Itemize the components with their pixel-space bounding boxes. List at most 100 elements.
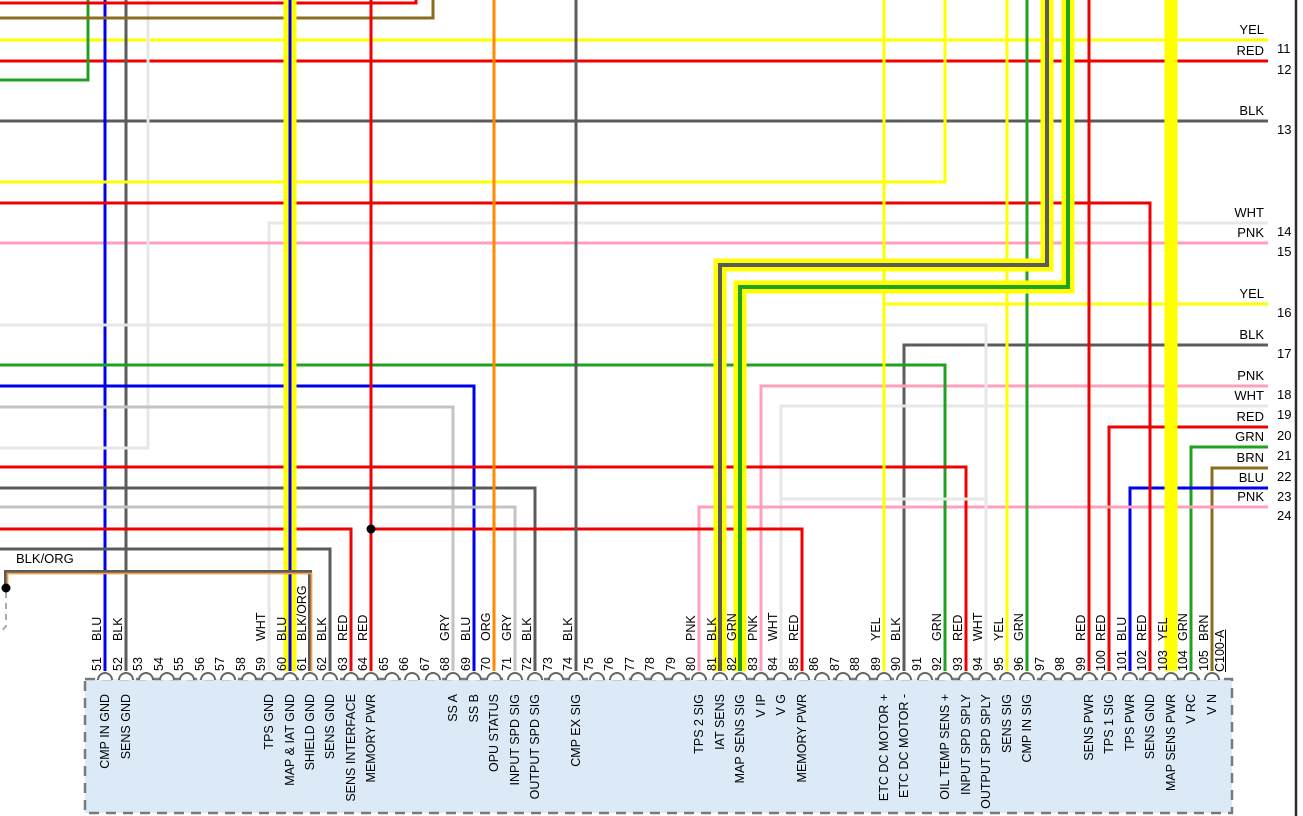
pin-number-89: 89 bbox=[869, 657, 883, 671]
wire-grn-21[interactable] bbox=[1189, 445, 1268, 671]
pin-terminal-87 bbox=[835, 672, 851, 681]
pin-wire-color-104: GRN bbox=[1176, 613, 1190, 641]
wire-gry-pin68[interactable] bbox=[0, 405, 455, 671]
pin-function-label-95: SENS SIG bbox=[1000, 694, 1014, 753]
wire-blk-pin72[interactable] bbox=[0, 486, 537, 671]
pin-terminal-53 bbox=[138, 672, 154, 681]
wire-gry-pin71[interactable] bbox=[0, 505, 517, 671]
pin-terminal-101 bbox=[1122, 672, 1138, 681]
wire-wht-pin94[interactable] bbox=[0, 323, 988, 671]
pin-number-104: 104 bbox=[1176, 650, 1190, 671]
wire-pnk-24[interactable] bbox=[697, 505, 1268, 671]
pin-function-label-93: INPUT SPD SPLY bbox=[959, 693, 973, 795]
pin-terminal-56 bbox=[200, 672, 216, 681]
pin-number-90: 90 bbox=[889, 657, 903, 671]
pin-terminal-88 bbox=[855, 672, 871, 681]
right-wire-number-16: 16 bbox=[1277, 305, 1291, 320]
pin-terminal-76 bbox=[609, 672, 625, 681]
pin-function-label-68: SS A bbox=[446, 693, 460, 721]
pin-function-label-64: MEMORY PWR bbox=[364, 694, 378, 782]
wire-red-pin102[interactable] bbox=[0, 201, 1152, 671]
pin-terminal-72 bbox=[527, 672, 543, 681]
pin-function-label-92: OIL TEMP SENS + bbox=[938, 694, 952, 800]
right-wire-color-24: PNK bbox=[1237, 489, 1264, 504]
wire-wht-14[interactable] bbox=[267, 221, 1268, 671]
pin-terminal-74 bbox=[568, 672, 584, 681]
wire-brn-22[interactable] bbox=[1210, 466, 1268, 671]
pin-terminal-52 bbox=[118, 672, 134, 681]
wire-blkorg-offpage-tail bbox=[0, 592, 7, 633]
wire-blkorg-pin61[interactable] bbox=[4, 570, 312, 671]
pin-wire-color-61: BLK/ORG bbox=[295, 585, 309, 641]
shield-wire-color-label: BLK/ORG bbox=[16, 551, 74, 566]
pin-terminal-69 bbox=[466, 672, 482, 681]
wire-red-pin63[interactable] bbox=[0, 527, 353, 671]
pin-wire-color-105: BRN bbox=[1197, 615, 1211, 641]
pin-function-label-81: IAT SENS bbox=[713, 694, 727, 750]
wire-red-branch-pin85[interactable] bbox=[371, 527, 804, 671]
wire-hl-grn-pin82[interactable] bbox=[738, 0, 1070, 671]
pin-terminal-100 bbox=[1101, 672, 1117, 681]
pin-terminal-58 bbox=[241, 672, 257, 681]
pin-terminal-89 bbox=[876, 672, 892, 681]
pin-terminal-94 bbox=[978, 672, 994, 681]
pin-terminal-78 bbox=[650, 672, 666, 681]
wire-wht-left-exit[interactable] bbox=[0, 0, 150, 450]
pin-wire-color-85: RED bbox=[787, 615, 801, 641]
pin-wire-color-99: RED bbox=[1074, 615, 1088, 641]
pin-number-78: 78 bbox=[643, 657, 657, 671]
pin-number-87: 87 bbox=[828, 657, 842, 671]
pin-wire-color-102: RED bbox=[1135, 615, 1149, 641]
right-wire-number-20: 20 bbox=[1277, 428, 1291, 443]
pin-terminal-54 bbox=[159, 672, 175, 681]
pin-function-label-72: OUTPUT SPD SIG bbox=[528, 694, 542, 799]
connector-box bbox=[83, 677, 1234, 815]
wire-grn-left-exit[interactable] bbox=[0, 0, 90, 82]
right-wire-color-17: BLK bbox=[1239, 327, 1264, 342]
wire-blu-23[interactable] bbox=[1128, 486, 1268, 671]
pin-terminal-95 bbox=[999, 672, 1015, 681]
pin-function-label-83: V IP bbox=[754, 694, 768, 718]
pin-number-101: 101 bbox=[1115, 650, 1129, 671]
pin-function-label-62: SENS GND bbox=[323, 694, 337, 759]
right-wire-color-21: GRN bbox=[1235, 429, 1264, 444]
pin-function-label-80: TPS 2 SIG bbox=[692, 694, 706, 754]
wire-yel-182[interactable] bbox=[0, 0, 947, 184]
wire-blu-pin69[interactable] bbox=[0, 384, 476, 671]
pin-function-label-84: V G bbox=[774, 694, 788, 716]
wire-hl-blk-pin81[interactable] bbox=[718, 0, 1049, 671]
pin-terminal-51 bbox=[97, 672, 113, 681]
right-wire-color-12: RED bbox=[1237, 43, 1264, 58]
pin-function-label-63: SENS INTERFACE bbox=[344, 694, 358, 802]
wire-pnk-18[interactable] bbox=[759, 384, 1268, 671]
pin-function-label-51: CMP IN GND bbox=[98, 694, 112, 769]
wire-blk-17[interactable] bbox=[902, 343, 1268, 671]
pin-wire-color-70: ORG bbox=[479, 613, 493, 641]
right-wire-color-20: RED bbox=[1237, 409, 1264, 424]
pin-number-102: 102 bbox=[1135, 650, 1149, 671]
pin-number-51: 51 bbox=[90, 657, 104, 671]
right-wire-color-19: WHT bbox=[1234, 388, 1264, 403]
pin-wire-color-51: BLU bbox=[90, 617, 104, 641]
right-wire-number-21: 21 bbox=[1277, 448, 1291, 463]
right-wire-color-15: PNK bbox=[1237, 225, 1264, 240]
wire-wht-19[interactable] bbox=[779, 404, 1268, 671]
pin-function-label-61: SHIELD GND bbox=[303, 694, 317, 770]
pin-function-label-60: MAP & IAT GND bbox=[283, 694, 297, 786]
wire-blkorg-pin61-stripe bbox=[6, 572, 313, 671]
pin-terminal-91 bbox=[917, 672, 933, 681]
pin-terminal-105 bbox=[1204, 672, 1220, 681]
wire-blk-pin62[interactable] bbox=[0, 547, 332, 671]
pin-number-93: 93 bbox=[951, 657, 965, 671]
wire-brn-top-stub[interactable] bbox=[0, 0, 435, 20]
wire-red-pin93[interactable] bbox=[0, 465, 968, 671]
pin-terminal-92 bbox=[937, 672, 953, 681]
wire-grn-pin92[interactable] bbox=[0, 363, 947, 671]
pin-wire-color-96: GRN bbox=[1012, 613, 1026, 641]
wire-red-20[interactable] bbox=[1107, 425, 1268, 671]
wire-red-top-stub[interactable] bbox=[0, 0, 418, 5]
pin-wire-color-62: BLK bbox=[315, 617, 329, 641]
pin-number-81: 81 bbox=[705, 657, 719, 671]
pin-number-94: 94 bbox=[971, 657, 985, 671]
pin-wire-color-71: GRY bbox=[500, 613, 514, 641]
